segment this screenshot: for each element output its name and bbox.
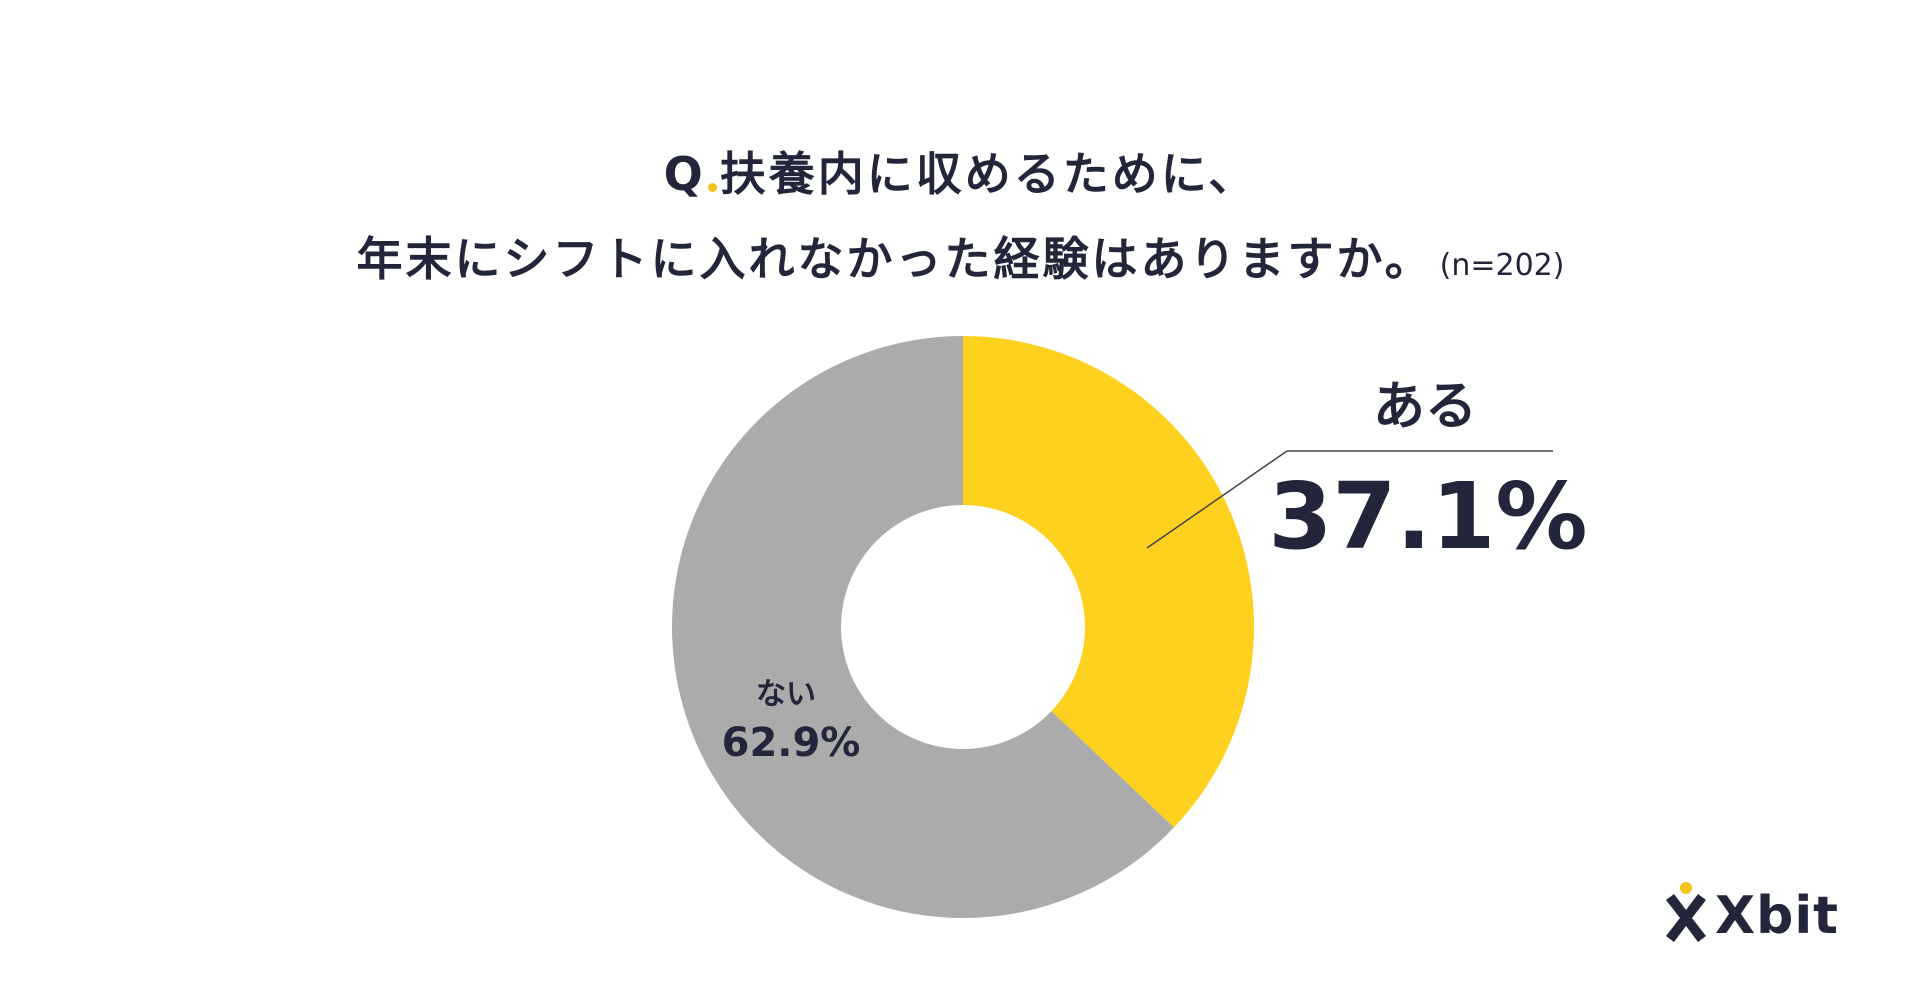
logo-text: Xbit xyxy=(1715,886,1839,946)
value-no: 62.9% xyxy=(722,720,861,766)
value-yes: 37.1% xyxy=(1268,463,1587,570)
label-no: ない xyxy=(756,677,816,712)
slice-no xyxy=(671,336,1174,918)
chart-title-line1: Q 扶養内に収めるために、 xyxy=(0,138,1921,204)
question-mark-q: Q xyxy=(664,147,717,201)
sample-size: (n=202) xyxy=(1439,248,1565,283)
label-yes: ある xyxy=(1373,377,1477,437)
person-x-icon xyxy=(1666,882,1706,942)
title-text-line1: 扶養内に収めるために、 xyxy=(719,147,1258,201)
xbit-logo: Xbit xyxy=(1660,880,1850,950)
leader-line xyxy=(1146,450,1288,549)
chart-title-line2: 年末にシフトに入れなかった経験はありますか。 (n=202) xyxy=(0,223,1921,289)
q-dot-icon xyxy=(707,183,717,192)
title-text-line2: 年末にシフトに入れなかった経験はありますか。 xyxy=(356,232,1434,286)
slice-yes xyxy=(963,336,1254,828)
